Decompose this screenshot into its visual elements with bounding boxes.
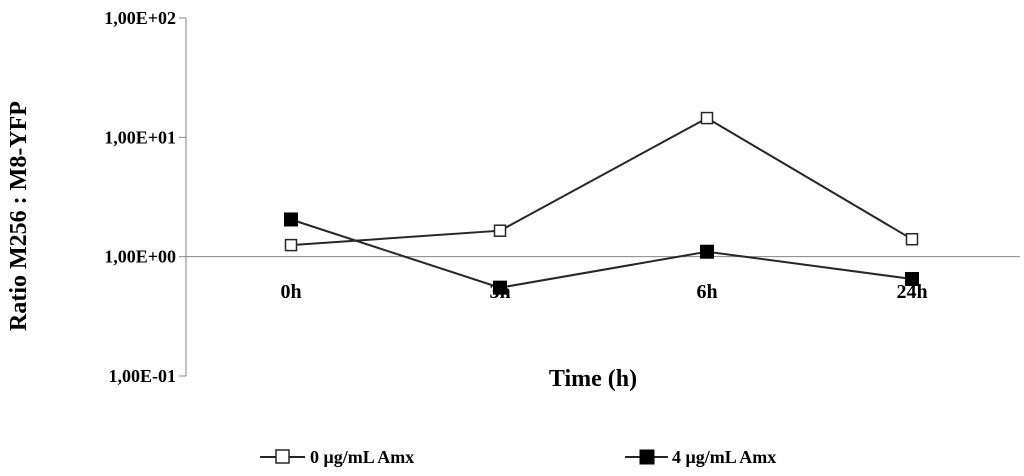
- data-point: [493, 224, 507, 237]
- series-1: [284, 212, 919, 295]
- series-line-1: [290, 218, 913, 289]
- x-category-label: 0h: [280, 281, 301, 303]
- legend: 0 μg/mL Amx 4 μg/mL Amx: [260, 447, 776, 467]
- legend-label-1: 4 μg/mL Amx: [672, 447, 776, 467]
- data-point: [700, 244, 714, 259]
- data-point: [493, 280, 507, 295]
- data-point: [905, 232, 919, 246]
- y-tick-labels: 1,00E-01 1,00E+00 1,00E+01 1,00E+02: [104, 8, 176, 386]
- series-line-0: [290, 116, 913, 247]
- x-category-label: 24h: [896, 281, 927, 303]
- y-tick-label: 1,00E+02: [104, 8, 176, 28]
- x-category-labels: 0h3h6h24h: [280, 281, 927, 303]
- data-point: [284, 238, 298, 252]
- y-tick-label: 1,00E-01: [109, 366, 177, 386]
- legend-marker-1: [639, 449, 655, 465]
- axes: [179, 17, 1020, 377]
- series: [284, 111, 919, 295]
- x-axis-title: Time (h): [549, 366, 637, 392]
- data-point: [284, 212, 298, 227]
- y-tick-label: 1,00E+01: [104, 127, 176, 147]
- data-point: [905, 271, 919, 286]
- series-0: [284, 111, 919, 252]
- legend-label-0: 0 μg/mL Amx: [310, 447, 414, 467]
- y-tick-label: 1,00E+00: [104, 247, 176, 267]
- legend-item-0: 0 μg/mL Amx: [260, 447, 414, 467]
- data-point: [700, 111, 714, 125]
- y-axis-title: Ratio M256 : M8-YFP: [6, 101, 32, 331]
- x-category-label: 6h: [696, 281, 717, 303]
- legend-item-1: 4 μg/mL Amx: [625, 447, 776, 467]
- legend-marker-0: [275, 449, 290, 464]
